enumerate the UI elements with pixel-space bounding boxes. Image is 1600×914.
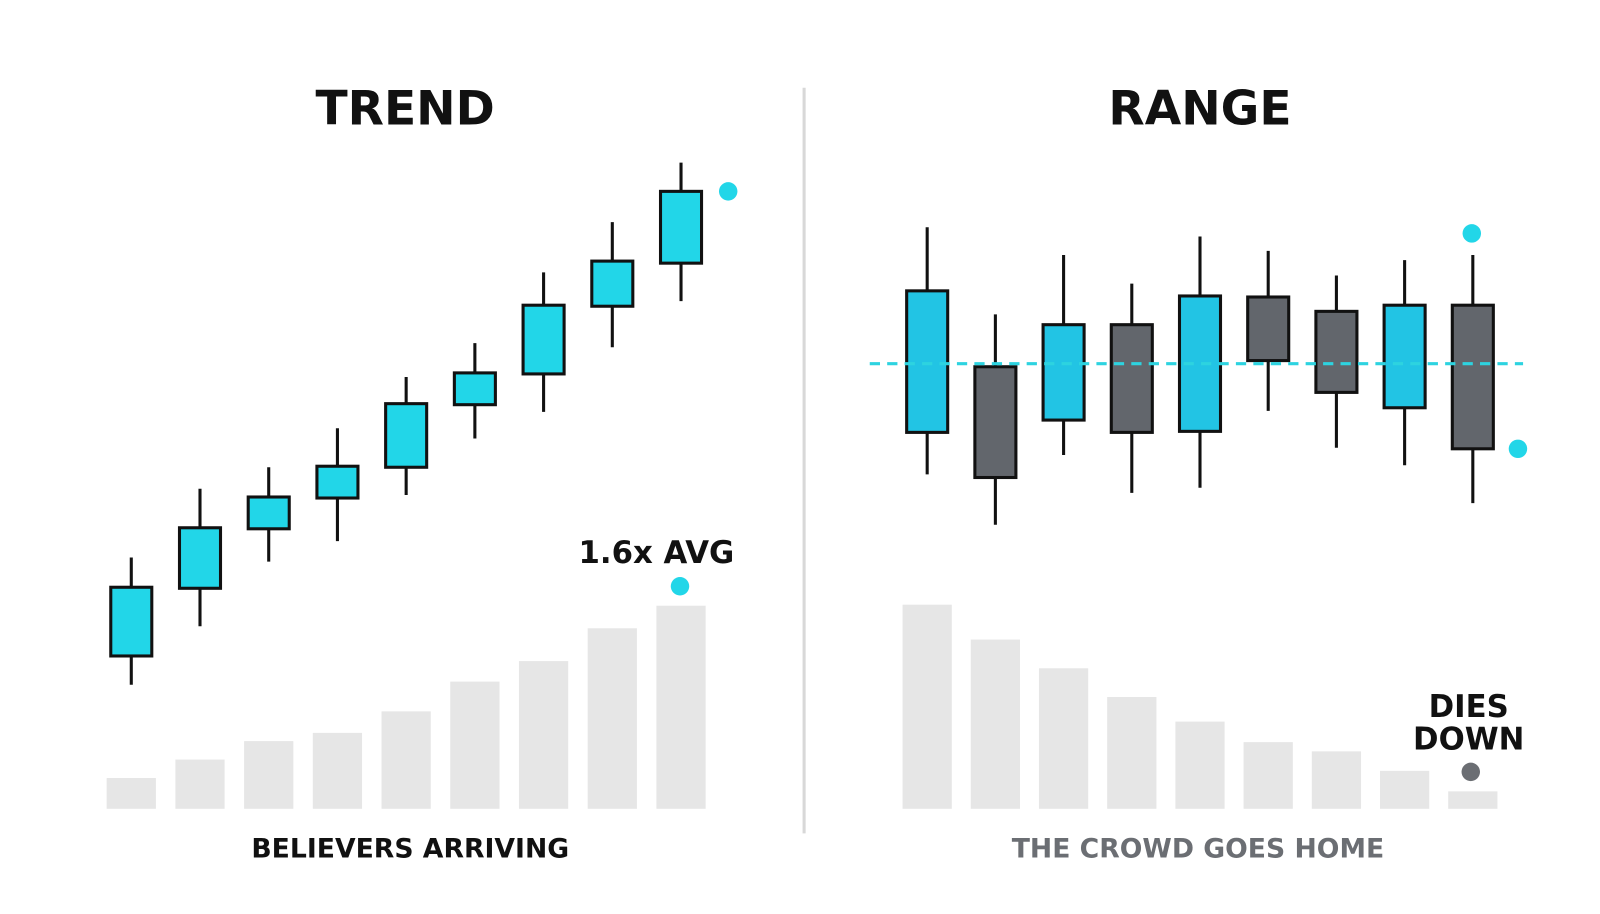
volume-bar <box>970 639 1020 809</box>
candle-body <box>1041 323 1086 422</box>
candle-body <box>109 585 154 658</box>
volume-bar <box>656 605 706 809</box>
candle-body <box>521 303 566 376</box>
annotation: 1.6x AVG <box>579 535 735 571</box>
marker-dot <box>1508 439 1528 459</box>
volume-bar <box>587 628 637 809</box>
candle-body <box>1382 303 1427 410</box>
chart-title: RANGE <box>1108 81 1291 136</box>
candle-body <box>973 365 1018 480</box>
marker-dot <box>1462 224 1482 243</box>
candle-body <box>590 259 635 308</box>
candle-body <box>1109 323 1154 434</box>
candle-body <box>1314 309 1359 394</box>
volume-bar <box>312 732 363 809</box>
volume-bar <box>106 778 156 809</box>
volume-bar <box>902 604 952 809</box>
volume-bar <box>450 681 500 809</box>
volume-bar <box>244 741 294 809</box>
volume-bar <box>1243 742 1293 809</box>
chart-title: TREND <box>315 81 494 136</box>
caption: THE CROWD GOES HOME <box>1012 833 1384 864</box>
volume-bar <box>1038 668 1089 809</box>
volume-bar <box>1380 770 1430 809</box>
candle-body <box>905 289 950 434</box>
caption: BELIEVERS ARRIVING <box>251 833 569 864</box>
volume-bar <box>175 759 225 809</box>
candle-body <box>658 189 704 265</box>
marker-dot <box>670 577 690 596</box>
marker-dot <box>1461 762 1480 782</box>
volume-bar <box>1175 721 1225 809</box>
candle-body <box>1246 295 1291 363</box>
candle-body <box>452 371 497 407</box>
candle-body <box>246 495 291 531</box>
volume-bar <box>1107 697 1157 809</box>
candle-body <box>384 402 429 469</box>
candle-body <box>177 526 223 590</box>
candle-body <box>315 464 360 500</box>
volume-bar <box>381 711 431 809</box>
volume-bar <box>1448 791 1498 809</box>
candle-body <box>1450 303 1495 451</box>
annotation: DOWN <box>1413 722 1524 758</box>
marker-dot <box>718 182 738 201</box>
volume-bar <box>518 661 569 809</box>
annotation: DIES <box>1429 689 1509 725</box>
volume-bar <box>1311 751 1362 809</box>
